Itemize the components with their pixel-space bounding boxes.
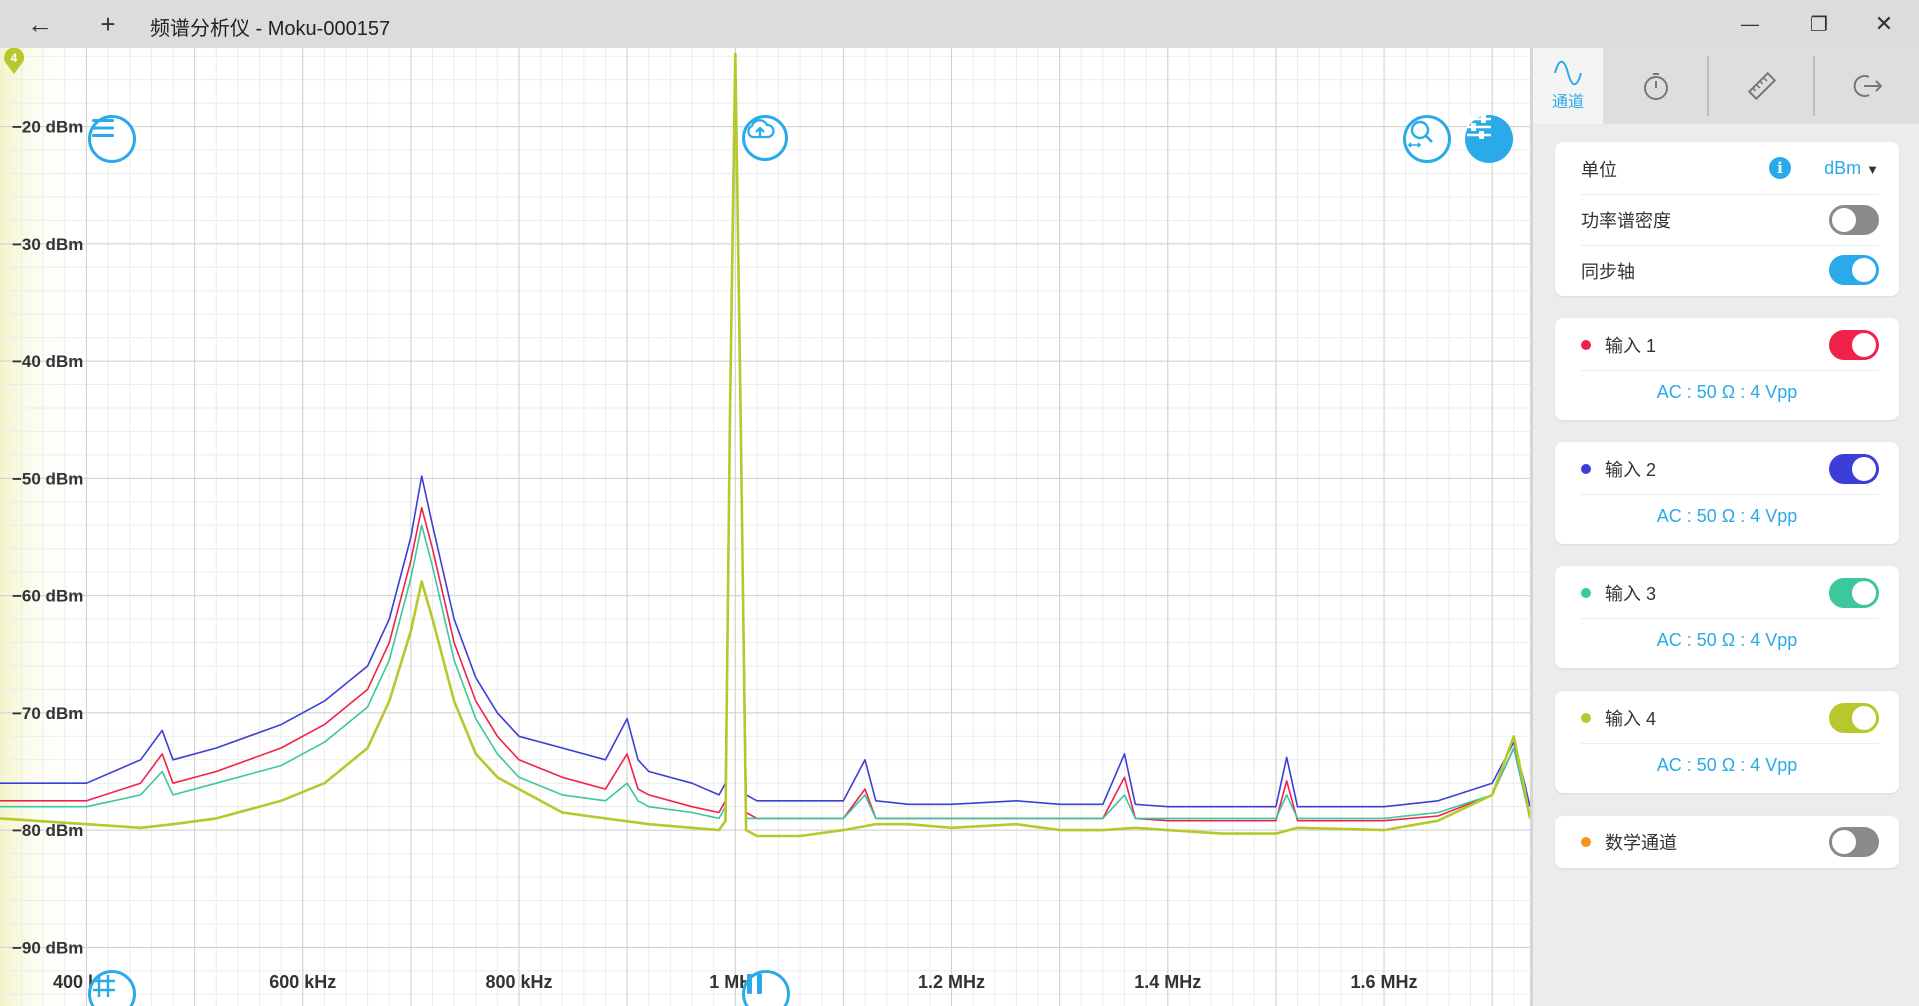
spectrum-chart[interactable]: −20 dBm −30 dBm −40 dBm −50 dBm −60 dBm −70 d… (0, 48, 1530, 1006)
trace-series-3 (0, 55, 1530, 820)
maximize-icon[interactable]: ❐ (1810, 13, 1828, 36)
new-tab-plus-icon[interactable]: + (100, 8, 116, 39)
grid-icon[interactable] (88, 970, 136, 1006)
math-channel-header: 数学通道 (1581, 817, 1879, 867)
grid-major (0, 48, 1530, 1006)
math-channel-color-dot (1581, 837, 1591, 847)
chevron-down-icon: ▼ (1866, 162, 1879, 177)
channel-1-config[interactable]: AC : 50 Ω : 4 Vpp (1656, 382, 1798, 402)
tab-measure[interactable] (1709, 48, 1815, 124)
info-icon[interactable]: i (1769, 157, 1791, 179)
trace-series-4 (0, 52, 1530, 838)
x-tick-label: 800 kHz (485, 972, 552, 992)
tab-channels-label: 通道 (1551, 94, 1584, 111)
y-tick-label: −80 dBm (12, 821, 83, 840)
panel-tabs: 通道 (1533, 48, 1919, 124)
general-settings-card: 单位 i dBm ▼ 功率谱密度 同步轴 (1555, 142, 1899, 296)
unit-row: 单位 i dBm ▼ (1581, 144, 1879, 194)
settings-panel: 通道 单位 i dBm ▼ 功率谱密度 同步轴 (1530, 48, 1919, 1006)
traces (0, 52, 1530, 838)
y-axis-labels: −20 dBm −30 dBm −40 dBm −50 dBm −60 dBm −70 d… (12, 118, 83, 958)
marker-pin-icon[interactable]: 4 (2, 48, 26, 76)
signal-level-gradient (0, 48, 72, 1006)
channel-4-color-dot (1581, 713, 1591, 723)
channel-2-toggle[interactable] (1829, 454, 1879, 484)
tab-timebase[interactable] (1603, 48, 1709, 124)
back-arrow-icon[interactable]: ← (27, 8, 53, 39)
y-tick-label: −70 dBm (12, 704, 83, 723)
channel-1-toggle[interactable] (1829, 330, 1879, 360)
x-axis-labels: 400 kHz 600 kHz 800 kHz 1 MHz 1.2 MHz 1.4 MHz… (53, 972, 1418, 992)
math-channel-card: 数学通道 (1555, 816, 1899, 868)
unit-label: 单位 (1581, 160, 1617, 180)
channel-3-config[interactable]: AC : 50 Ω : 4 Vpp (1656, 630, 1798, 650)
channel-4-header: 输入 4 (1581, 693, 1879, 743)
x-tick-label: 1.2 MHz (918, 972, 985, 992)
x-tick-label: 1.6 MHz (1351, 972, 1418, 992)
psd-label: 功率谱密度 (1581, 211, 1671, 231)
menu-icon[interactable] (88, 115, 136, 163)
math-channel-toggle[interactable] (1829, 827, 1879, 857)
channel-2-color-dot (1581, 464, 1591, 474)
sync-axis-row: 同步轴 (1581, 246, 1879, 296)
exit-icon (1853, 75, 1883, 97)
channel-3-color-dot (1581, 588, 1591, 598)
trace-series-2 (0, 55, 1530, 822)
stopwatch-icon (1644, 73, 1668, 100)
marker-pin-label: 4 (10, 51, 18, 65)
channel-2-header: 输入 2 (1581, 444, 1879, 494)
channel-3-name: 输入 3 (1605, 584, 1657, 604)
channel-card-1: 输入 1 AC : 50 Ω : 4 Vpp (1555, 318, 1899, 420)
channel-4-config[interactable]: AC : 50 Ω : 4 Vpp (1656, 755, 1798, 775)
grid-minor (0, 48, 1530, 1006)
y-tick-label: −50 dBm (12, 469, 83, 488)
channel-card-2: 输入 2 AC : 50 Ω : 4 Vpp (1555, 442, 1899, 544)
x-tick-label: 600 kHz (269, 972, 336, 992)
channel-3-toggle[interactable] (1829, 578, 1879, 608)
cloud-upload-icon[interactable] (742, 115, 788, 161)
channel-card-4: 输入 4 AC : 50 Ω : 4 Vpp (1555, 691, 1899, 793)
channel-4-name: 输入 4 (1605, 709, 1657, 729)
close-icon[interactable]: ✕ (1874, 11, 1894, 36)
channel-2-config[interactable]: AC : 50 Ω : 4 Vpp (1656, 506, 1798, 526)
sync-axis-toggle[interactable] (1829, 255, 1879, 285)
y-tick-label: −40 dBm (12, 352, 83, 371)
channel-2-name: 输入 2 (1605, 460, 1657, 480)
minimize-icon[interactable]: — (1741, 13, 1759, 34)
sync-axis-label: 同步轴 (1581, 262, 1635, 282)
tab-exit[interactable] (1815, 48, 1919, 124)
y-tick-label: −60 dBm (12, 587, 83, 606)
channel-3-header: 输入 3 (1581, 568, 1879, 618)
channel-1-color-dot (1581, 340, 1591, 350)
window-title: 频谱分析仪 - Moku-000157 (150, 18, 391, 40)
title-bar: ← + 频谱分析仪 - Moku-000157 — ❐ ✕ (0, 0, 1919, 48)
psd-toggle[interactable] (1829, 205, 1879, 235)
spectrum-plot[interactable]: −20 dBm −30 dBm −40 dBm −50 dBm −60 dBm −70 d… (0, 48, 1530, 1006)
unit-value: dBm (1824, 158, 1862, 178)
pause-icon[interactable] (742, 970, 790, 1006)
psd-row: 功率谱密度 (1581, 195, 1879, 245)
math-channel-name: 数学通道 (1605, 833, 1677, 853)
zoom-search-icon[interactable] (1403, 115, 1451, 163)
waveform-icon (1554, 60, 1582, 86)
y-tick-label: −20 dBm (12, 118, 83, 137)
ruler-icon (1747, 71, 1777, 101)
channel-card-3: 输入 3 AC : 50 Ω : 4 Vpp (1555, 566, 1899, 668)
tab-channels[interactable]: 通道 (1533, 48, 1603, 124)
y-tick-label: −90 dBm (12, 938, 83, 957)
unit-dropdown[interactable]: dBm ▼ (1824, 158, 1879, 179)
channel-4-toggle[interactable] (1829, 703, 1879, 733)
x-tick-label: 1.4 MHz (1134, 972, 1201, 992)
y-tick-label: −30 dBm (12, 235, 83, 254)
settings-sliders-icon[interactable] (1465, 115, 1513, 163)
channel-1-header: 输入 1 (1581, 320, 1879, 370)
channel-1-name: 输入 1 (1605, 336, 1657, 356)
